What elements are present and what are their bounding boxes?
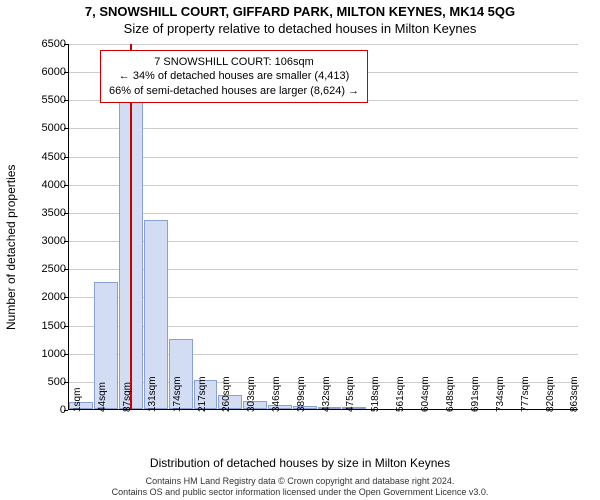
gridline bbox=[69, 44, 578, 45]
gridline bbox=[69, 213, 578, 214]
y-tick-label: 4500 bbox=[26, 151, 66, 163]
y-tick-label: 4000 bbox=[26, 179, 66, 191]
y-tick-label: 0 bbox=[26, 404, 66, 416]
y-tick-label: 2500 bbox=[26, 263, 66, 275]
gridline bbox=[69, 185, 578, 186]
chart-title-address: 7, SNOWSHILL COURT, GIFFARD PARK, MILTON… bbox=[0, 0, 600, 19]
x-axis-label: Distribution of detached houses by size … bbox=[0, 456, 600, 470]
y-tick-label: 500 bbox=[26, 376, 66, 388]
annotation-line3: 66% of semi-detached houses are larger (… bbox=[109, 84, 359, 98]
y-tick-label: 5500 bbox=[26, 94, 66, 106]
footer-attribution: Contains HM Land Registry data © Crown c… bbox=[0, 476, 600, 498]
y-tick-label: 3500 bbox=[26, 207, 66, 219]
y-tick-label: 1500 bbox=[26, 320, 66, 332]
y-axis-label: Number of detached properties bbox=[4, 165, 18, 330]
annotation-line1: 7 SNOWSHILL COURT: 106sqm bbox=[109, 55, 359, 69]
chart-subtitle: Size of property relative to detached ho… bbox=[0, 19, 600, 36]
y-tick-label: 1000 bbox=[26, 348, 66, 360]
marker-annotation-box: 7 SNOWSHILL COURT: 106sqm ← 34% of detac… bbox=[100, 50, 368, 103]
y-tick-label: 5000 bbox=[26, 122, 66, 134]
footer-line2: Contains OS and public sector informatio… bbox=[0, 487, 600, 498]
y-tick-label: 2000 bbox=[26, 291, 66, 303]
y-tick-mark bbox=[64, 410, 68, 411]
y-tick-label: 6500 bbox=[26, 38, 66, 50]
annotation-line2: ← 34% of detached houses are smaller (4,… bbox=[109, 69, 359, 83]
gridline bbox=[69, 157, 578, 158]
gridline bbox=[69, 128, 578, 129]
footer-line1: Contains HM Land Registry data © Crown c… bbox=[0, 476, 600, 487]
y-tick-label: 3000 bbox=[26, 235, 66, 247]
y-tick-label: 6000 bbox=[26, 66, 66, 78]
